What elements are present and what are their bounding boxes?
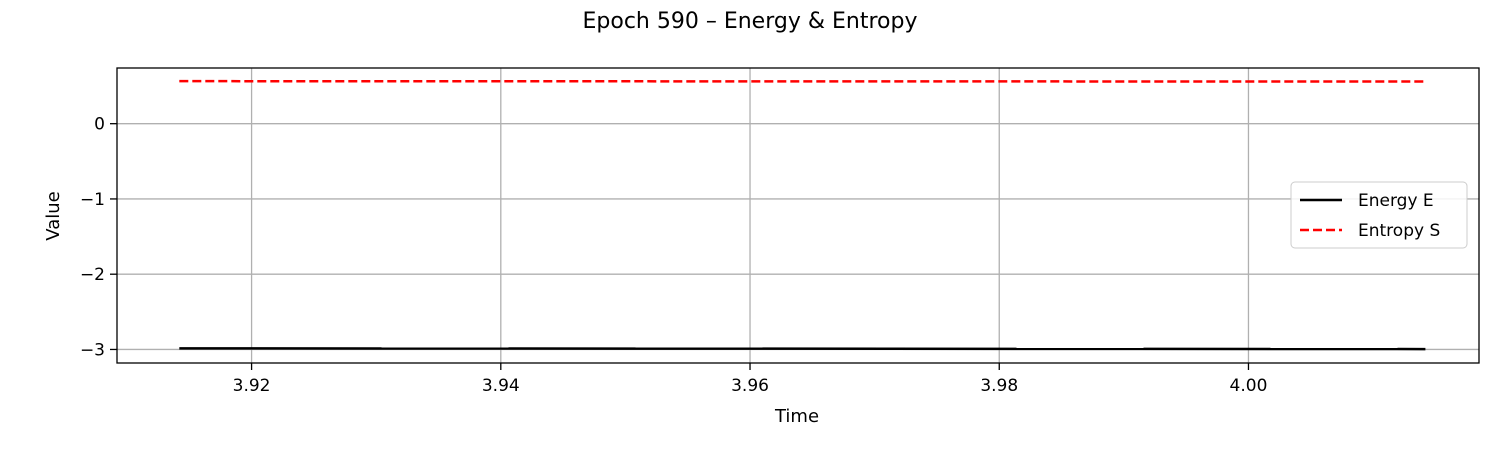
y-tick-label: −3 <box>80 340 105 360</box>
x-tick-label: 3.98 <box>980 376 1018 396</box>
x-tick-label: 3.92 <box>233 376 271 396</box>
chart-title: Epoch 590 – Energy & Entropy <box>583 9 918 34</box>
x-tick-label: 3.94 <box>482 376 520 396</box>
legend-label-energy: Energy E <box>1358 191 1434 211</box>
y-tick-label: −1 <box>80 190 105 210</box>
y-axis-ticks: −3 −2 −1 0 <box>80 115 117 361</box>
y-tick-label: −2 <box>80 265 105 285</box>
x-tick-label: 3.96 <box>731 376 769 396</box>
y-axis-label: Value <box>43 191 64 240</box>
x-axis-ticks: 3.92 3.94 3.96 3.98 4.00 <box>233 363 1268 396</box>
series-lines <box>179 81 1425 349</box>
plot-frame <box>117 68 1479 363</box>
series-line-energy <box>179 348 1425 349</box>
legend: Energy E Entropy S <box>1291 182 1467 248</box>
x-axis-label: Time <box>774 406 819 427</box>
legend-label-entropy: Entropy S <box>1358 221 1440 241</box>
x-tick-label: 4.00 <box>1230 376 1268 396</box>
grid-lines <box>117 68 1479 363</box>
y-tick-label: 0 <box>94 115 105 135</box>
